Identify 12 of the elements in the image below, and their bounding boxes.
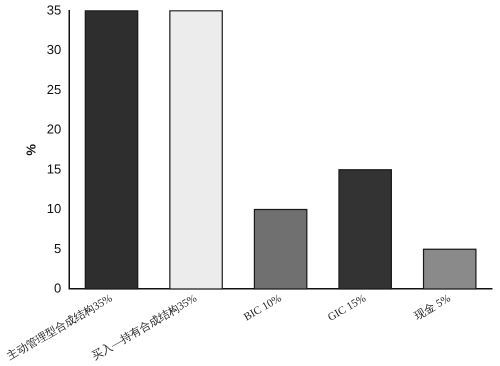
y-tick-label: 30	[46, 42, 62, 58]
x-tick-label: GIC 15%	[326, 292, 368, 324]
y-tick-label: 0	[54, 280, 62, 296]
y-tick-label: 10	[46, 201, 62, 216]
y-tick-label: 5	[54, 240, 62, 256]
y-tick-label: 25	[46, 82, 62, 97]
y-tick-label: 20	[46, 122, 62, 137]
x-tick-label: 现金 5%	[412, 292, 453, 323]
y-axis-title: %	[24, 144, 39, 156]
y-tick-label: 15	[46, 161, 62, 176]
x-tick-label: BIC 10%	[242, 292, 284, 324]
y-tick-label: 35	[46, 2, 62, 18]
